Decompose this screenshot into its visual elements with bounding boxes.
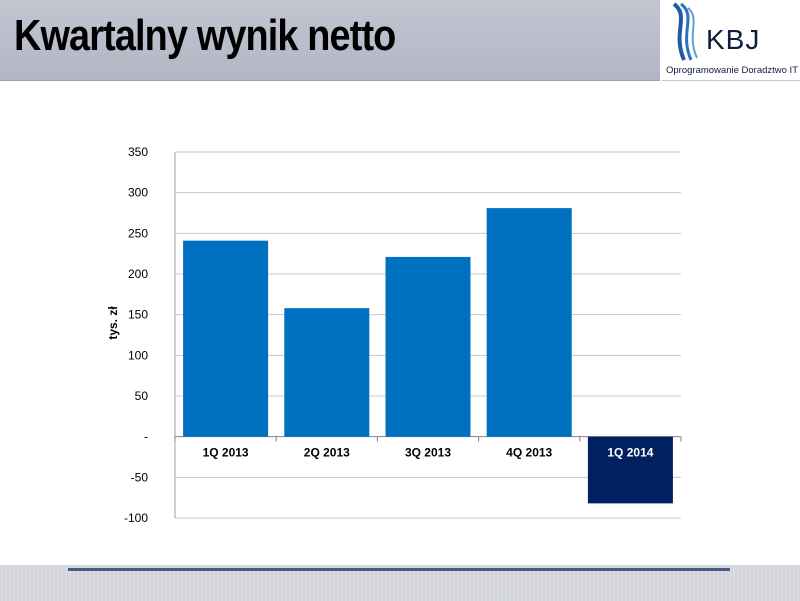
y-tick-label: 300 — [128, 186, 148, 200]
bar-layer — [183, 208, 673, 504]
y-tick-label: - — [144, 430, 148, 444]
bar-2q-2013 — [284, 308, 370, 437]
y-tick-label: 200 — [128, 267, 148, 281]
y-tick-label: 50 — [135, 389, 149, 403]
bar-1q-2014 — [587, 436, 673, 504]
logo: KBJ Oprogramowanie Doradztwo IT — [662, 0, 800, 81]
bar-4q-2013 — [486, 208, 572, 437]
y-tick-label: 100 — [128, 348, 148, 362]
x-tick-label: 3Q 2013 — [405, 446, 451, 460]
y-tick-label: 250 — [128, 226, 148, 240]
y-tick-label: -100 — [124, 511, 148, 525]
logo-tagline: Oprogramowanie Doradztwo IT — [666, 65, 798, 76]
header-band: Kwartalny wynik netto — [0, 0, 660, 81]
footer-divider — [68, 568, 730, 571]
y-tick-label: -50 — [131, 470, 149, 484]
x-tick-label: 2Q 2013 — [304, 446, 350, 460]
logo-name: KBJ — [706, 24, 761, 55]
x-tick-label: 1Q 2014 — [607, 446, 653, 460]
page-title: Kwartalny wynik netto — [14, 11, 396, 60]
x-tick-label: 1Q 2013 — [203, 446, 249, 460]
x-tick-label: 4Q 2013 — [506, 446, 552, 460]
y-axis-label: tys. zł — [106, 306, 120, 340]
y-tick-label: 150 — [128, 308, 148, 322]
bar-1q-2013 — [183, 240, 269, 437]
footer-band — [0, 565, 800, 601]
bar-3q-2013 — [385, 256, 471, 437]
y-tick-label: 350 — [128, 145, 148, 159]
kbj-wave-logo-icon — [672, 2, 698, 61]
